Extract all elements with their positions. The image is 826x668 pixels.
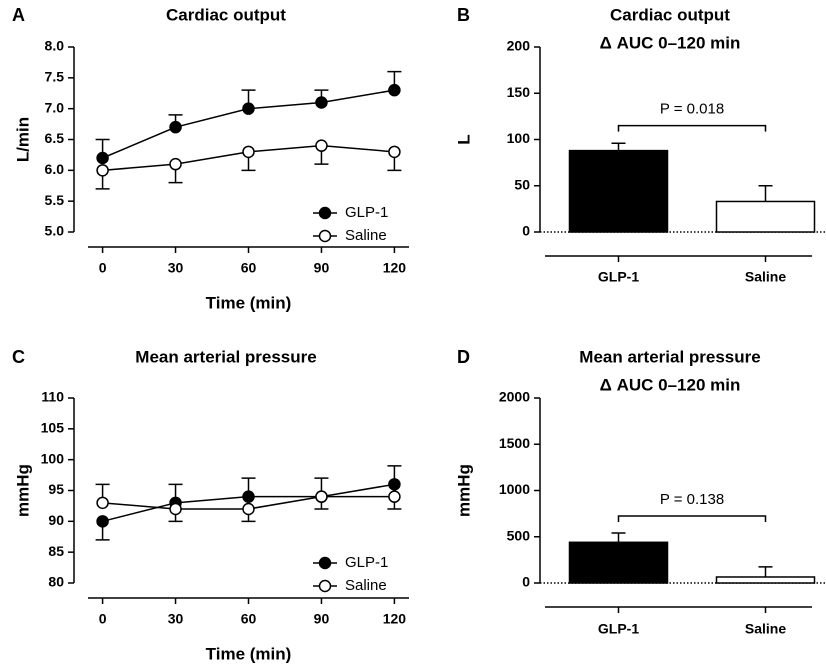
y-tick-label: 5.5 [45,192,65,208]
y-tick-label: 1000 [499,481,530,497]
y-tick-label: 150 [507,84,531,100]
x-tick-label: Saline [745,621,786,637]
marker [242,102,255,115]
marker [388,478,401,491]
error-bar [758,185,773,202]
legend-label: GLP-1 [345,554,388,571]
y-axis-label: mmHg [454,464,473,517]
y-tick-label: 90 [48,512,64,528]
marker [388,83,401,97]
significance-bracket [617,515,767,523]
error-bar [611,532,626,543]
marker [388,145,401,159]
panel-letter: C [12,347,25,367]
panel-letter: A [12,5,25,25]
y-tick-label: 50 [514,176,530,192]
x-tick-label: 0 [99,611,107,627]
y-tick-label: 6.0 [45,161,65,177]
x-axis-label: Time (min) [206,293,292,312]
marker [242,145,255,159]
y-tick-label: 500 [507,527,531,543]
legend-label: Saline [345,227,387,244]
y-tick-label: 1500 [499,435,530,451]
chart-subtitle: Δ AUC 0–120 min [600,375,741,394]
panel-letter: D [457,347,470,367]
bar [568,149,669,233]
y-tick-label: 8.0 [45,38,65,54]
y-tick-label: 7.0 [45,99,65,115]
x-tick-label: 30 [168,611,184,627]
bar [568,541,669,584]
marker [315,139,328,152]
x-tick-label: 120 [383,611,407,627]
chart-title: Mean arterial pressure [579,347,760,366]
significance-bracket [617,124,767,132]
legend-marker [318,206,332,220]
y-tick-label: 6.5 [45,130,65,146]
legend-marker [318,556,332,570]
marker [388,490,401,503]
chart-title: Cardiac output [610,5,730,24]
x-tick-label: Saline [745,269,786,285]
y-axis-label: L/min [13,117,32,162]
marker [96,164,109,177]
marker [96,515,109,528]
marker [315,96,328,109]
bar [715,576,816,584]
x-tick-label: GLP-1 [598,269,639,285]
marker [169,502,182,516]
x-tick-label: 90 [314,260,330,276]
marker [169,120,182,134]
x-tick-label: 90 [314,611,330,627]
marker [169,157,182,171]
legend-marker [318,229,332,243]
y-tick-label: 100 [507,130,531,146]
p-value: P = 0.018 [660,101,724,118]
y-tick-label: 7.5 [45,69,65,85]
x-tick-label: 30 [168,260,184,276]
marker [96,151,109,165]
y-tick-label: 100 [41,450,65,466]
x-tick-label: 60 [241,611,257,627]
marker [242,490,255,503]
x-axis-label: Time (min) [206,644,292,663]
y-tick-label: 2000 [499,389,530,405]
x-tick-label: 120 [383,260,407,276]
chart-subtitle: Δ AUC 0–120 min [600,33,741,52]
y-axis-label: mmHg [13,464,32,517]
panel-letter: B [457,5,470,25]
chart-title: Mean arterial pressure [135,347,316,366]
y-tick-label: 95 [48,481,64,497]
y-tick-label: 110 [41,389,64,405]
bar [715,200,816,233]
error-bar [758,566,773,577]
marker [315,490,328,503]
y-tick-label: 5.0 [45,223,65,239]
x-tick-label: GLP-1 [598,621,639,637]
error-bar [611,142,626,151]
marker [96,496,109,510]
y-tick-label: 85 [48,543,64,559]
x-tick-label: 60 [241,260,257,276]
p-value: P = 0.138 [660,491,724,508]
y-tick-label: 200 [507,38,531,54]
legend-label: GLP-1 [345,204,388,221]
y-tick-label: 105 [41,420,65,436]
y-tick-label: 0 [522,223,530,239]
legend-label: Saline [345,577,387,594]
chart-title: Cardiac output [166,5,286,24]
y-tick-label: 0 [522,574,530,590]
x-tick-label: 0 [99,260,107,276]
legend-marker [318,579,332,593]
y-tick-label: 80 [48,574,64,590]
y-axis-label: L [454,134,473,144]
marker [242,502,255,516]
